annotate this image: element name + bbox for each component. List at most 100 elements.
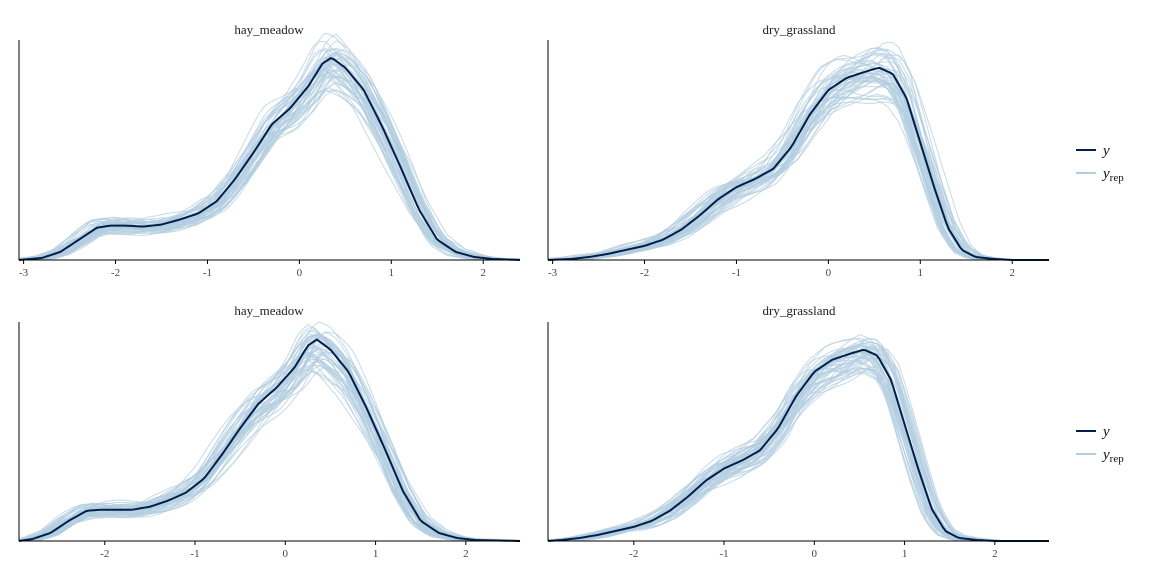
yrep-line (547, 352, 1049, 542)
panel-title: dry_grassland (763, 22, 836, 37)
x-tick-label: 2 (1009, 267, 1015, 279)
panel-hay-meadow-bottom: hay_meadow -2 -1 0 1 2 (18, 303, 521, 560)
yrep-line (547, 47, 1049, 261)
x-tick-label: 0 (297, 267, 303, 279)
x-tick-label: -2 (111, 267, 120, 279)
yrep-line (547, 340, 1049, 542)
x-tick-label: -3 (19, 267, 29, 279)
x-tick-label: -1 (719, 548, 728, 560)
x-tick-label: 2 (463, 548, 469, 560)
yrep-line (547, 345, 1049, 542)
y-observed-line (547, 349, 1049, 542)
yrep-line (547, 350, 1049, 542)
yrep-line (548, 346, 1049, 542)
yrep-line (548, 352, 1049, 542)
x-tick-label: 0 (826, 267, 832, 279)
yrep-line (547, 337, 1049, 542)
yrep-line (547, 359, 1049, 542)
y-observed-line (547, 66, 1049, 261)
yrep-line (548, 76, 1049, 261)
yrep-line (547, 71, 1049, 261)
yrep-line (548, 68, 1049, 261)
legend-label-y: y (1101, 143, 1110, 159)
panel-hay-meadow-top: hay_meadow -3 -2 -1 0 1 2 (18, 22, 521, 279)
yrep-line (548, 341, 1049, 542)
panel-title: dry_grassland (763, 303, 836, 318)
yrep-line (547, 350, 1049, 542)
x-tick-label: 1 (373, 548, 379, 560)
yrep-line (18, 40, 521, 261)
x-tick-label: -3 (548, 267, 558, 279)
yrep-line (547, 71, 1049, 261)
yrep-line (547, 79, 1049, 261)
yrep-draws (547, 334, 1049, 542)
yrep-line (547, 350, 1049, 542)
x-tick-label: -1 (732, 267, 741, 279)
yrep-draws (547, 41, 1049, 261)
yrep-line (18, 32, 520, 261)
yrep-line (547, 62, 1049, 261)
x-tick-label: 1 (918, 267, 924, 279)
yrep-line (548, 342, 1049, 542)
yrep-line (547, 76, 1049, 261)
legend-label-yrep: yrep (1101, 166, 1124, 184)
yrep-line (18, 350, 520, 542)
legend-bottom: y yrep (1076, 424, 1124, 465)
legend-label-yrep: yrep (1101, 447, 1124, 465)
yrep-line (547, 67, 1049, 261)
y-observed-line (18, 57, 521, 261)
yrep-line (548, 48, 1049, 261)
yrep-line (547, 77, 1049, 261)
yrep-line (547, 51, 1049, 261)
yrep-line (548, 68, 1049, 261)
x-tick-label: -2 (100, 548, 109, 560)
x-tick-label: -2 (640, 267, 649, 279)
yrep-line (547, 58, 1049, 261)
yrep-line (19, 81, 521, 261)
yrep-line (547, 69, 1049, 261)
yrep-line (18, 339, 520, 542)
y-observed-line (18, 338, 521, 542)
yrep-line (548, 349, 1049, 542)
yrep-line (19, 348, 521, 542)
yrep-line (547, 78, 1049, 261)
yrep-line (547, 352, 1049, 542)
yrep-line (548, 337, 1049, 542)
yrep-line (548, 85, 1049, 261)
yrep-line (548, 345, 1049, 542)
yrep-line (547, 63, 1049, 261)
legend-label-y: y (1101, 424, 1110, 440)
panel-title: hay_meadow (234, 22, 304, 37)
yrep-line (547, 338, 1049, 542)
x-tick-label: -1 (203, 267, 212, 279)
legend-top: y yrep (1076, 143, 1124, 184)
yrep-line (548, 83, 1049, 261)
yrep-line (547, 60, 1049, 261)
x-tick-label: 0 (283, 548, 289, 560)
yrep-line (548, 72, 1049, 261)
x-tick-label: -2 (629, 548, 638, 560)
yrep-line (547, 77, 1049, 261)
x-tick-label: 0 (812, 548, 818, 560)
yrep-line (548, 89, 1049, 261)
yrep-line (548, 350, 1049, 542)
panel-dry-grassland-bottom: dry_grassland -2 -1 0 1 2 (547, 303, 1049, 560)
yrep-line (547, 342, 1049, 542)
x-tick-label: 2 (480, 267, 486, 279)
yrep-line (18, 336, 521, 542)
x-tick-label: 1 (902, 548, 908, 560)
yrep-line (547, 52, 1049, 261)
yrep-line (547, 76, 1049, 261)
x-tick-label: 2 (992, 548, 998, 560)
yrep-line (548, 61, 1049, 261)
yrep-line (547, 334, 1049, 542)
yrep-line (547, 49, 1049, 261)
x-tick-label: -1 (190, 548, 199, 560)
yrep-line (547, 350, 1049, 542)
panel-title: hay_meadow (234, 303, 304, 318)
x-tick-label: 1 (389, 267, 395, 279)
yrep-line (547, 59, 1049, 261)
yrep-line (19, 66, 521, 261)
yrep-line (548, 68, 1049, 261)
